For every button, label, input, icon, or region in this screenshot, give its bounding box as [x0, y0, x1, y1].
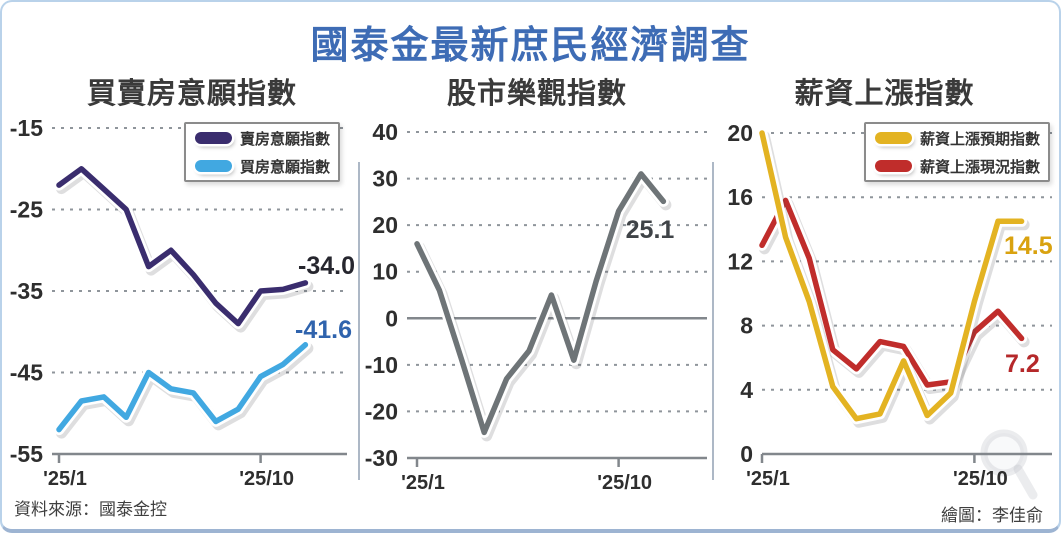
- value-label: 14.5: [1004, 232, 1053, 260]
- credit-text: 繪圖：李佳俞: [941, 506, 1043, 525]
- x-tick-label: '25/10: [953, 468, 1008, 490]
- y-tick-label: -20: [365, 398, 398, 424]
- wage-expectation-index-swatch: [875, 132, 912, 144]
- y-tick-label: 8: [740, 313, 753, 339]
- y-tick-label: 16: [727, 184, 753, 210]
- y-tick-label: 12: [727, 248, 753, 274]
- series-line: [759, 197, 1025, 388]
- series-line: [414, 171, 667, 436]
- value-label: -41.6: [295, 316, 352, 344]
- wage-current-index-swatch: [875, 160, 912, 172]
- legend-row: 薪資上漲現況指數: [875, 156, 1041, 177]
- x-tick-label: '25/1: [401, 472, 445, 494]
- chart3-title: 薪資上漲指數: [794, 78, 975, 110]
- y-tick-label: 0: [385, 305, 398, 331]
- y-tick-label: -25: [10, 197, 43, 223]
- x-tick-label: '25/10: [597, 472, 652, 494]
- x-tick-label: '25/1: [746, 468, 790, 490]
- series-line: [759, 130, 1025, 422]
- x-tick-label: '25/10: [239, 468, 294, 490]
- sell-house-index-swatch: [195, 132, 232, 144]
- chart1-legend: 賣房意願指數 買房意願指數: [184, 122, 340, 182]
- source-text: 資料來源：國泰金控: [14, 500, 167, 519]
- legend-row: 賣房意願指數: [195, 128, 331, 149]
- y-tick-label: -45: [10, 360, 43, 386]
- y-tick-label: 10: [372, 259, 398, 285]
- chart2-title: 股市樂觀指數: [446, 78, 627, 110]
- value-label: 7.2: [1005, 350, 1040, 378]
- series-line: [56, 166, 309, 327]
- legend-label: 買房意願指數: [240, 158, 331, 176]
- value-label: 25.1: [626, 216, 675, 244]
- legend-label: 薪資上漲現況指數: [920, 158, 1041, 176]
- buy-house-index-swatch: [195, 160, 232, 172]
- y-tick-label: -55: [10, 441, 43, 467]
- page-title: 國泰金最新庶民經濟調查: [310, 25, 751, 67]
- y-tick-label: 4: [740, 377, 753, 403]
- series-line: [56, 342, 309, 433]
- series-outline: [53, 339, 311, 436]
- x-tick-label: '25/1: [43, 468, 87, 490]
- y-tick-label: 20: [727, 120, 753, 146]
- y-tick-label: -30: [365, 445, 398, 471]
- y-tick-label: -10: [365, 352, 398, 378]
- panel-separator: [358, 162, 360, 480]
- legend-row: 買房意願指數: [195, 156, 331, 177]
- panel-separator: [712, 162, 714, 480]
- y-tick-label: -15: [10, 115, 43, 141]
- y-tick-label: 30: [372, 166, 398, 192]
- y-tick-label: 0: [740, 441, 753, 467]
- chart3-legend: 薪資上漲預期指數 薪資上漲現況指數: [864, 122, 1050, 182]
- legend-row: 薪資上漲預期指數: [875, 128, 1041, 149]
- legend-label: 薪資上漲預期指數: [920, 130, 1041, 148]
- y-tick-label: 20: [372, 212, 398, 238]
- chart1-title: 買賣房意願指數: [86, 78, 297, 110]
- series-shadow: [56, 166, 314, 333]
- series-outline: [53, 163, 311, 330]
- y-tick-label: -35: [10, 278, 43, 304]
- legend-label: 賣房意願指數: [240, 130, 331, 148]
- y-tick-label: 40: [372, 119, 398, 145]
- value-label: -34.0: [298, 252, 355, 280]
